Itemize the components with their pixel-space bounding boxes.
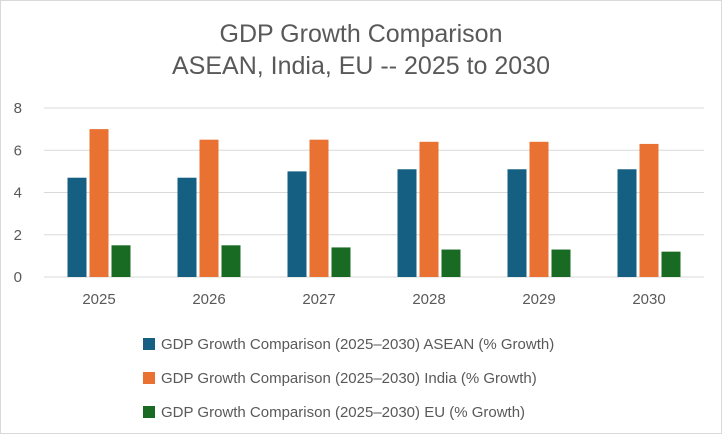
bar-asean-2030 <box>617 169 637 277</box>
y-tick-label-0: 0 <box>14 269 22 286</box>
bar-eu-2030 <box>661 251 681 277</box>
legend-item-india: GDP Growth Comparison (2025–2030) India … <box>143 361 554 395</box>
x-tick-label-2030: 2030 <box>632 291 665 308</box>
legend-label: GDP Growth Comparison (2025–2030) EU (% … <box>161 403 526 421</box>
x-tick-label-2026: 2026 <box>192 291 225 308</box>
bar-eu-2027 <box>331 247 351 277</box>
bar-india-2025 <box>89 129 109 277</box>
y-tick-label-8: 8 <box>14 100 22 117</box>
legend-swatch <box>143 372 155 384</box>
bar-india-2028 <box>419 141 439 277</box>
chart-legend: GDP Growth Comparison (2025–2030) ASEAN … <box>143 327 554 429</box>
bar-eu-2026 <box>221 245 241 277</box>
bar-asean-2025 <box>67 177 87 277</box>
legend-swatch <box>143 338 155 350</box>
legend-swatch <box>143 406 155 418</box>
bar-asean-2026 <box>177 177 197 277</box>
bar-asean-2028 <box>397 169 417 277</box>
bar-india-2030 <box>639 143 659 277</box>
x-tick-label-2029: 2029 <box>522 291 555 308</box>
y-tick-label-6: 6 <box>14 142 22 159</box>
legend-item-asean: GDP Growth Comparison (2025–2030) ASEAN … <box>143 327 554 361</box>
legend-label: GDP Growth Comparison (2025–2030) ASEAN … <box>161 335 555 353</box>
y-tick-label-2: 2 <box>14 227 22 244</box>
bar-eu-2028 <box>441 249 461 277</box>
bar-asean-2027 <box>287 171 307 277</box>
chart-title: GDP Growth Comparison ASEAN, India, EU -… <box>0 18 722 82</box>
bar-eu-2025 <box>111 245 131 277</box>
x-tick-label-2027: 2027 <box>302 291 335 308</box>
bar-asean-2029 <box>507 169 527 277</box>
legend-label: GDP Growth Comparison (2025–2030) India … <box>161 369 537 387</box>
bar-india-2027 <box>309 139 329 277</box>
bar-india-2026 <box>199 139 219 277</box>
x-tick-label-2028: 2028 <box>412 291 445 308</box>
chart-title-line-1: GDP Growth Comparison <box>219 20 503 48</box>
bar-eu-2029 <box>551 249 571 277</box>
x-tick-label-2025: 2025 <box>82 291 115 308</box>
y-tick-label-4: 4 <box>14 185 22 202</box>
legend-item-eu: GDP Growth Comparison (2025–2030) EU (% … <box>143 395 554 429</box>
bar-india-2029 <box>529 141 549 277</box>
chart-title-line-2: ASEAN, India, EU -- 2025 to 2030 <box>172 52 550 80</box>
